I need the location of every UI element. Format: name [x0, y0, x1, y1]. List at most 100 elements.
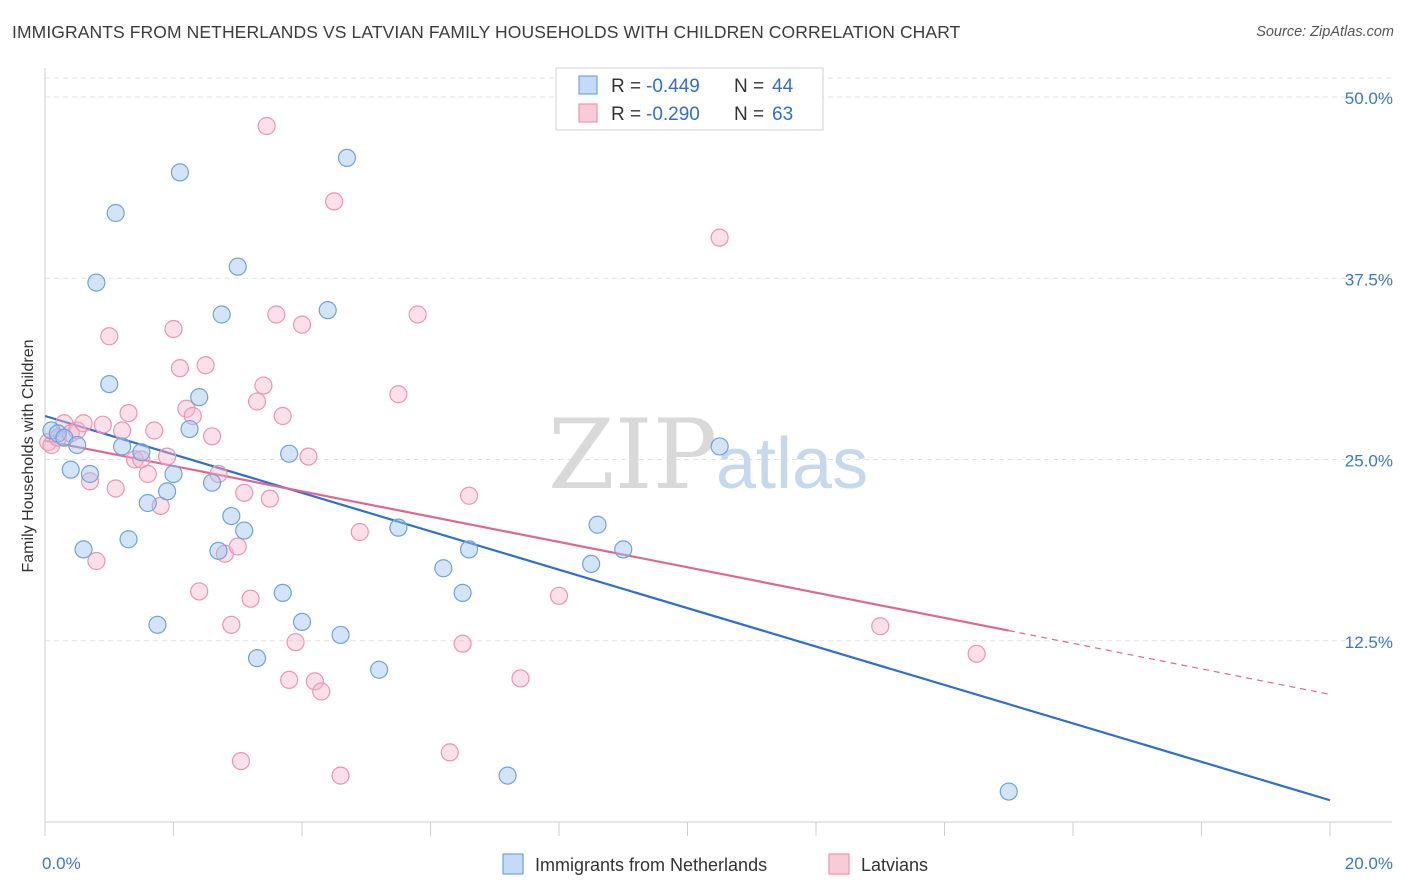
point-netherlands: [202, 473, 222, 492]
point-netherlands: [100, 375, 119, 394]
point-netherlands: [434, 559, 453, 578]
point-netherlands: [292, 612, 312, 632]
legend-n-value-1: 44: [772, 76, 794, 97]
point-latvians: [93, 415, 112, 434]
point-netherlands: [222, 506, 241, 526]
point-latvians: [267, 305, 286, 324]
grid-lines: [45, 77, 1392, 642]
point-netherlands: [180, 419, 199, 439]
point-latvians: [241, 589, 260, 608]
point-netherlands: [280, 444, 299, 463]
y-tick-label: 25.0%: [1345, 452, 1393, 471]
y-tick-label: 12.5%: [1345, 633, 1393, 652]
point-netherlands: [190, 388, 209, 407]
point-latvians: [331, 766, 350, 785]
point-latvians: [305, 672, 324, 691]
point-latvians: [350, 522, 369, 542]
point-netherlands: [170, 163, 190, 182]
point-latvians: [231, 751, 251, 771]
trend-line-netherlands: [44, 414, 1331, 802]
legend-r-value-2: -0.290: [646, 104, 700, 125]
point-netherlands: [318, 301, 337, 320]
point-latvians: [100, 327, 119, 346]
point-latvians: [112, 421, 132, 440]
point-latvians: [871, 617, 890, 636]
point-latvians: [157, 447, 177, 466]
source-credit: Source: ZipAtlas.com: [1256, 24, 1394, 40]
point-netherlands: [588, 515, 607, 534]
point-latvians: [453, 634, 472, 653]
point-netherlands: [453, 583, 472, 603]
point-latvians: [190, 582, 209, 601]
tick-labels: 12.5% 25.0% 37.5% 50.0% 0.0% 20.0%: [42, 89, 1393, 873]
point-latvians: [202, 427, 222, 446]
point-netherlands: [247, 649, 267, 668]
point-latvians: [286, 633, 305, 652]
point-latvians: [389, 385, 408, 404]
point-netherlands: [614, 540, 633, 559]
point-latvians: [273, 406, 292, 426]
point-netherlands: [389, 518, 408, 537]
point-netherlands: [273, 583, 292, 603]
point-netherlands: [138, 493, 157, 513]
point-netherlands: [209, 541, 228, 560]
point-latvians: [235, 483, 254, 502]
point-netherlands: [148, 615, 167, 634]
point-netherlands: [370, 660, 389, 679]
point-netherlands: [112, 437, 132, 456]
point-latvians: [312, 682, 331, 701]
trend-lines: [44, 414, 1331, 802]
point-netherlands: [87, 273, 106, 292]
point-netherlands: [999, 782, 1018, 801]
point-latvians: [299, 447, 318, 466]
point-netherlands: [582, 554, 601, 574]
point-netherlands: [119, 530, 138, 549]
axes: [44, 68, 1392, 836]
point-latvians: [511, 669, 530, 688]
y-tick-label: 37.5%: [1345, 270, 1393, 289]
point-netherlands: [106, 203, 125, 223]
y-tick-label: 50.0%: [1345, 89, 1393, 108]
point-latvians: [145, 421, 164, 440]
point-latvians: [119, 404, 138, 423]
legend-n-label-1: N =: [734, 76, 764, 97]
point-latvians: [164, 319, 183, 339]
point-latvians: [170, 359, 190, 378]
point-netherlands: [710, 437, 729, 456]
point-netherlands: [331, 625, 350, 645]
point-netherlands: [157, 482, 177, 501]
trend-line-latvians: [44, 439, 1009, 632]
y-axis-title: Family Households with Children: [20, 340, 37, 573]
point-netherlands: [459, 540, 479, 559]
legend-r-label-1: R =: [611, 76, 641, 97]
point-latvians: [549, 586, 569, 605]
point-latvians: [260, 489, 279, 508]
point-latvians: [80, 472, 100, 491]
point-latvians: [74, 414, 93, 433]
point-latvians: [257, 116, 276, 136]
bottom-legend-label-netherlands: Immigrants from Netherlands: [535, 855, 767, 875]
stats-legend-box: [555, 67, 824, 131]
point-latvians: [222, 615, 241, 634]
watermark-atlas: atlas: [716, 424, 868, 504]
point-netherlands: [74, 540, 93, 559]
legend-r-value-1: -0.449: [646, 76, 700, 97]
legend-r-label-2: R =: [611, 104, 641, 125]
point-latvians: [292, 315, 312, 334]
point-latvians: [228, 537, 247, 556]
bottom-legend-swatch-latvians: [828, 853, 850, 875]
point-netherlands: [61, 460, 80, 479]
point-latvians: [325, 192, 344, 211]
bottom-legend-swatch-netherlands: [502, 853, 524, 875]
point-netherlands: [68, 435, 87, 455]
point-netherlands: [235, 521, 254, 540]
point-latvians: [125, 450, 145, 469]
legend-n-value-2: 63: [772, 104, 793, 125]
watermark-zip: ZIP: [548, 399, 717, 511]
bottom-legend-label-latvians: Latvians: [861, 855, 928, 875]
point-netherlands: [132, 443, 151, 462]
trend-line-latvians-extension: [1008, 630, 1331, 695]
point-netherlands: [164, 464, 183, 484]
point-latvians: [106, 479, 125, 498]
